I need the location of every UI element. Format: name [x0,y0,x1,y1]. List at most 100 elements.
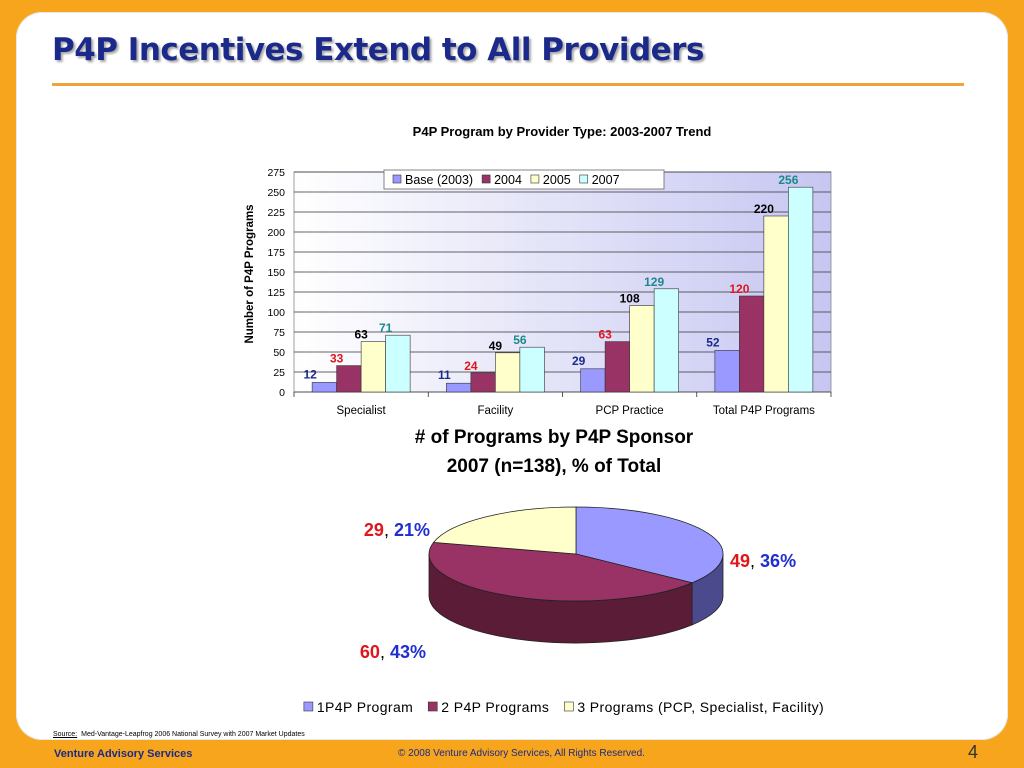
y-tick-label: 25 [273,367,285,379]
bar [763,215,789,393]
pie-slice [432,506,577,555]
x-tick-label: Total P4P Programs [713,405,815,417]
source-text: Med-Vantage-Leapfrog 2006 National Surve… [81,731,305,738]
pie-legend: 1P4P Program 2 P4P Programs 3 Programs (PC… [303,699,824,715]
legend-swatch [564,701,574,712]
bar-chart-ylabel: Number of P4P Programs [244,204,256,343]
bar-value-label: 24 [464,359,478,373]
bars [311,186,814,393]
pie-slice-value: 49 [730,551,750,571]
legend-label: 1P4P Program [317,699,413,715]
y-tick-label: 250 [267,187,285,199]
bar [714,350,740,393]
bar-value-labels: 12 33 63 71 11 24 49 56 29 63 108 129 52 120 220 256 [303,173,798,382]
bar [360,341,386,393]
pie-slice-labels: 49, 36% 60, 43% 29, 21% [360,520,796,662]
bar-value-label: 29 [572,354,586,368]
bar [385,334,411,393]
title-rule [52,83,964,86]
bar-value-label: 120 [729,282,749,296]
bar-value-label: 63 [354,328,368,342]
legend-swatch [392,174,402,184]
bar [336,365,362,393]
legend-label: 3 Programs (PCP, Specialist, Facility) [577,699,824,715]
bar [739,295,765,393]
legend-swatch [530,174,540,184]
y-tick-label: 0 [279,387,285,399]
legend-swatch [303,701,314,712]
bar-chart: P4P Program by Provider Type: 2003-2007 … [244,124,832,417]
pie-chart-title: # of Programs by P4P Sponsor [415,427,694,448]
bar [653,288,679,393]
x-tick-label: Facility [477,405,513,417]
bar [446,382,472,393]
y-tick-label: 125 [267,287,285,299]
y-tick-label: 275 [267,167,285,179]
footer-company: Venture Advisory Services [54,748,193,760]
bar-value-label: 108 [620,292,640,306]
legend-label: 2 P4P Programs [441,699,549,715]
pie-slices [428,506,724,602]
bar [470,372,496,393]
legend-label: Base (2003) [405,173,473,187]
bar [604,341,630,393]
bar [495,352,521,393]
legend-swatch [427,701,438,712]
pie-slice-percent: 36% [760,551,796,571]
pie-slice-value: 60 [360,642,380,662]
source-note: Source: Med-Vantage-Leapfrog 2006 Nationa… [53,731,305,738]
legend-label: 2005 [543,173,571,187]
y-tick-label: 75 [273,327,285,339]
y-tick-label: 150 [267,267,285,279]
bar-value-label: 11 [438,368,451,382]
x-tick-label: Specialist [337,405,387,417]
bar-value-label: 129 [644,275,664,289]
bar-value-label: 56 [513,333,527,347]
bar-value-label: 12 [303,367,317,381]
pie-slice-label: 29, 21% [364,520,430,540]
legend-label: 2004 [494,173,522,187]
y-tick-label: 225 [267,207,285,219]
bar-value-label: 71 [379,321,393,335]
legend-swatch [579,174,589,184]
footer-copyright: © 2008 Venture Advisory Services, All Ri… [398,748,645,759]
bar [580,368,606,393]
bar [788,186,814,393]
slide-title: P4P Incentives Extend to All Providers [52,32,704,68]
footer-band [0,744,1024,768]
bar-value-label: 63 [598,328,612,342]
bar [519,346,545,393]
pie-slice [575,506,724,584]
bar-value-label: 220 [754,202,774,216]
y-tick-label: 200 [267,227,285,239]
y-tick-labels: 0 25 50 75 100 125 150 175 200 225 250 275 [267,167,285,399]
y-tick-label: 100 [267,307,285,319]
legend-swatch [481,174,491,184]
pie-label-separator: , [750,551,760,571]
pie-slice-value: 29 [364,520,384,540]
x-tick-labels: Specialist Facility PCP Practice Total P4P … [293,392,832,417]
y-tick-label: 175 [267,247,285,259]
pie-slice [428,541,694,602]
bar-value-label: 256 [778,173,798,187]
bar-value-label: 52 [706,335,720,349]
bar-legend: Base (2003) 2004 2005 2007 [383,169,665,190]
pie-slice-percent: 43% [390,642,426,662]
legend-label: 2007 [592,173,620,187]
legend-box [383,169,665,190]
pie-chart-subtitle: 2007 (n=138), % of Total [447,456,662,477]
bar-value-label: 49 [489,339,503,353]
pie-slice-label: 49, 36% [730,551,796,571]
pie-slice-percent: 21% [394,520,430,540]
y-tick-label: 50 [273,347,285,359]
source-label: Source: [53,731,78,738]
pie-label-separator: , [380,642,390,662]
pie-label-separator: , [384,520,394,540]
bar [311,382,337,393]
bar-value-label: 33 [330,352,344,366]
page-number: 4 [968,742,979,762]
pie-chart: # of Programs by P4P Sponsor 2007 (n=138… [303,427,824,715]
x-tick-label: PCP Practice [596,405,664,417]
pie-slice-label: 60, 43% [360,642,426,662]
bar-chart-title: P4P Program by Provider Type: 2003-2007 … [413,124,712,139]
